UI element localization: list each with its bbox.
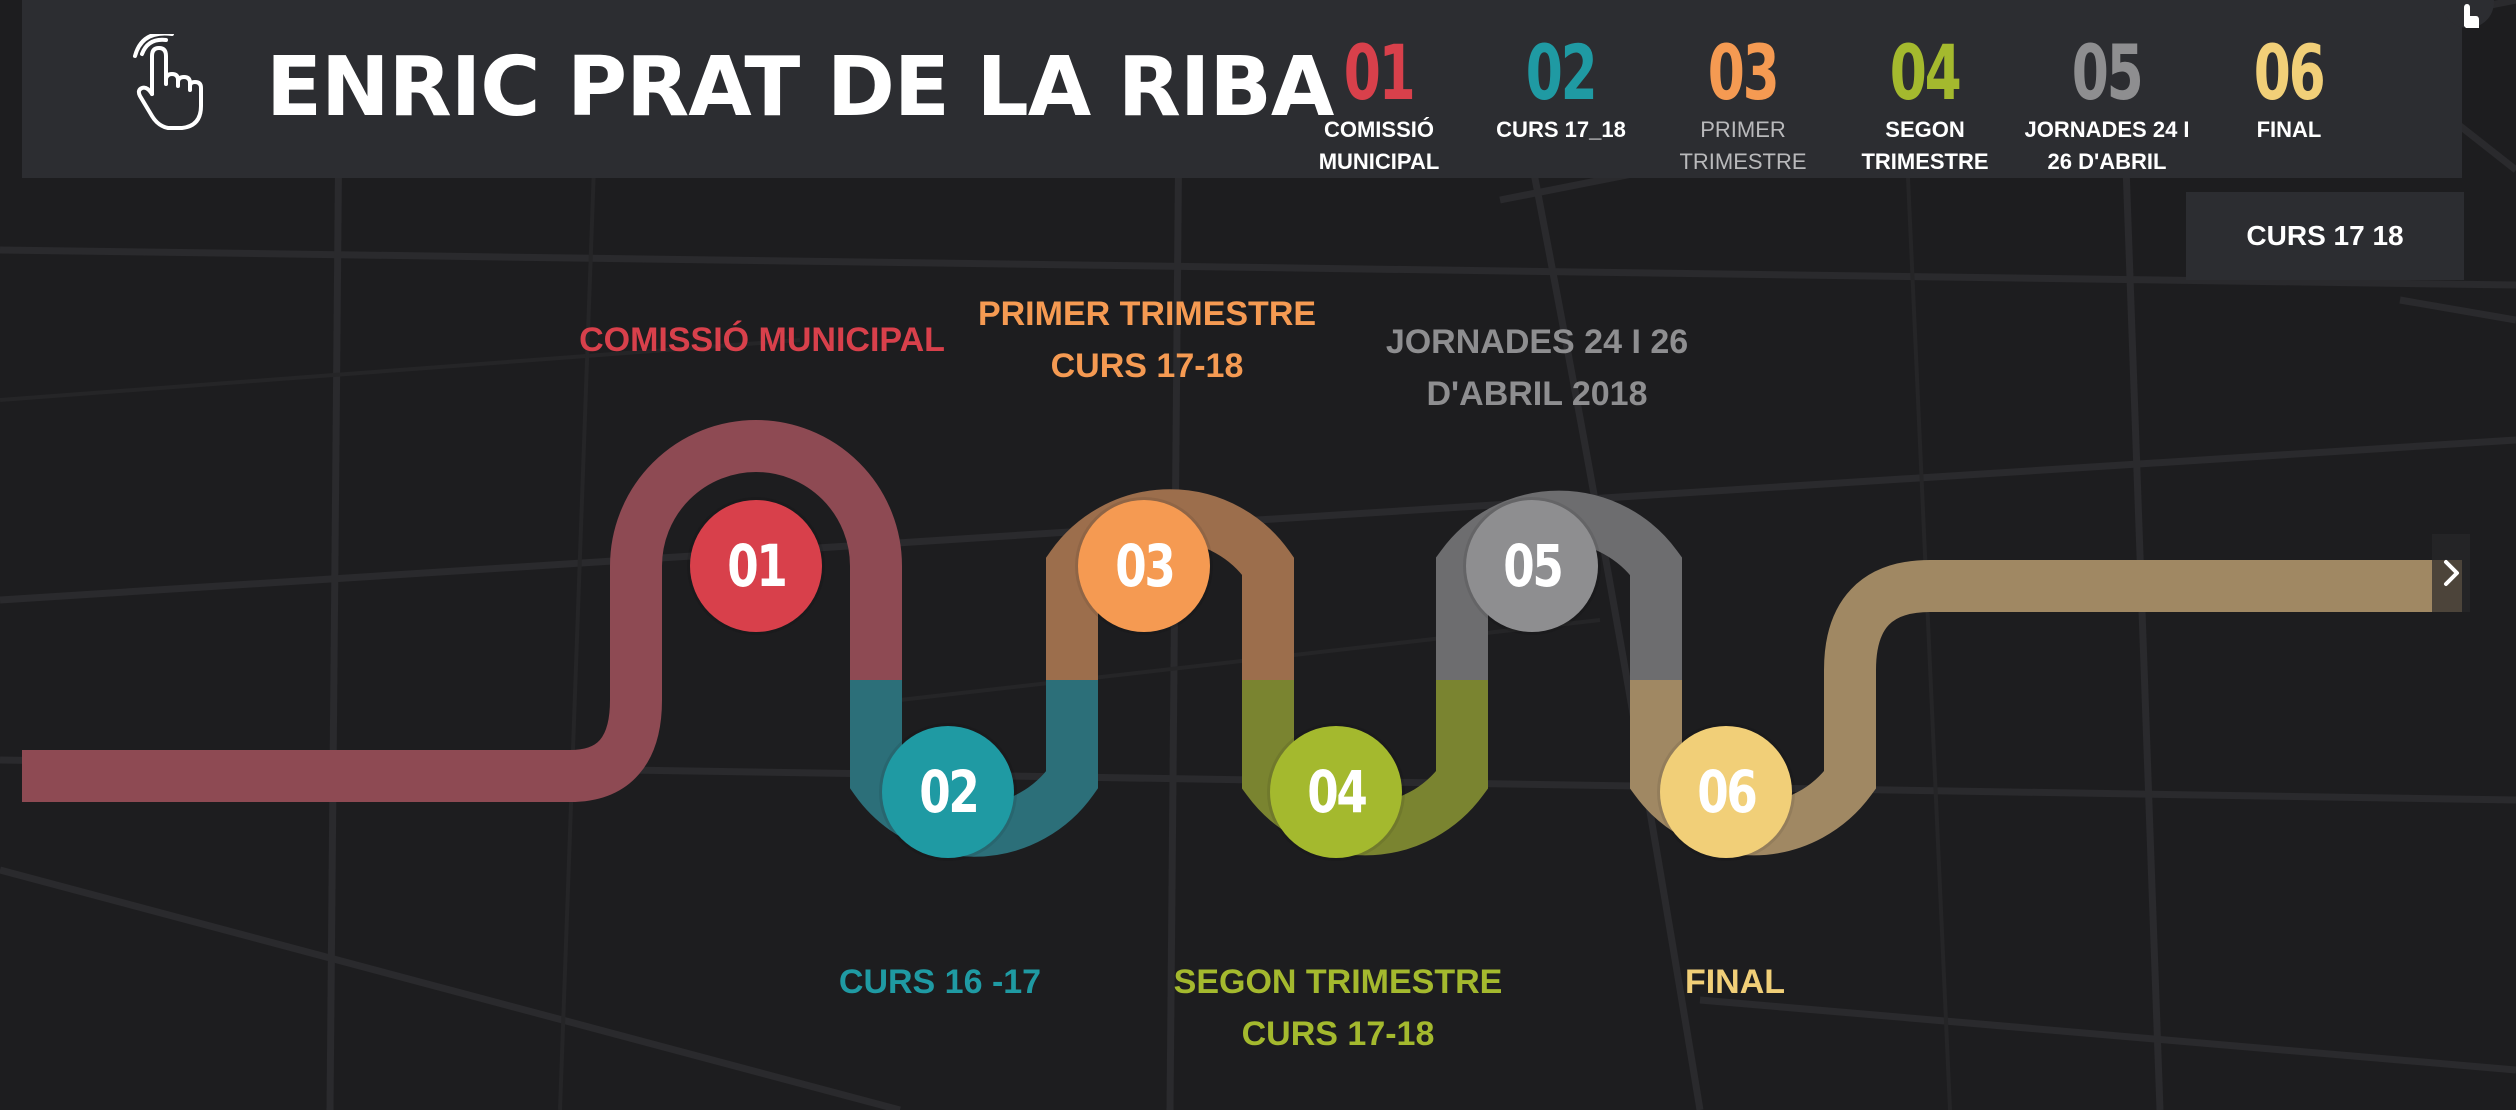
header-bar: ENRIC PRAT DE LA RIBA 01 COMISSIÓ MUNICIP…	[22, 0, 2462, 178]
nav-label: SEGON TRIMESTRE	[1861, 117, 1989, 174]
nav-label: PRIMER TRIMESTRE	[1679, 117, 1807, 174]
nav-item-06[interactable]: 06 FINAL	[2204, 28, 2374, 146]
label-comissio-municipal: COMISSIÓ MUNICIPAL	[579, 321, 945, 359]
touch-icon[interactable]	[2444, 0, 2494, 36]
nav-label: COMISSIÓ MUNICIPAL	[1318, 117, 1440, 174]
nav-item-01[interactable]: 01 COMISSIÓ MUNICIPAL	[1294, 28, 1464, 178]
nav-item-04[interactable]: 04 SEGON TRIMESTRE	[1840, 28, 2010, 178]
chevron-right-icon	[2444, 560, 2459, 586]
nav-label: FINAL	[2256, 117, 2322, 142]
label-jornades: JORNADES 24 I 26 D'ABRIL 2018	[1385, 323, 1689, 413]
milestone-04[interactable]: 04	[1270, 726, 1402, 858]
nav-number: 05	[2072, 28, 2144, 117]
nav-number: 06	[2254, 28, 2326, 117]
nav-item-03[interactable]: 03 PRIMER TRIMESTRE	[1658, 28, 1828, 178]
nav-item-05[interactable]: 05 JORNADES 24 I 26 D'ABRIL	[2022, 28, 2192, 178]
label-primer-trimestre: PRIMER TRIMESTRE CURS 17-18	[977, 295, 1317, 385]
label-final: FINAL	[1684, 963, 1786, 1001]
milestone-06[interactable]: 06	[1660, 726, 1792, 858]
nav-number: 03	[1708, 28, 1780, 117]
milestone-05[interactable]: 05	[1466, 500, 1598, 632]
road-segment-01	[22, 420, 902, 802]
nav-label: JORNADES 24 I 26 D'ABRIL	[2024, 117, 2190, 174]
milestone-03[interactable]: 03	[1078, 500, 1210, 632]
pointer-hand-icon	[133, 34, 203, 130]
nav-label: CURS 17_18	[1496, 117, 1626, 142]
nav-number: 02	[1526, 28, 1598, 117]
curs-17-18-button[interactable]: CURS 17 18	[2186, 192, 2464, 280]
nav-item-02[interactable]: 02 CURS 17_18	[1476, 28, 1646, 146]
label-curs-16-17: CURS 16 -17	[838, 963, 1042, 1001]
nav-number: 01	[1344, 28, 1416, 117]
next-arrow-button[interactable]	[2432, 534, 2470, 612]
nav-number: 04	[1890, 28, 1962, 117]
page-title: ENRIC PRAT DE LA RIBA	[266, 40, 1334, 135]
milestone-01[interactable]: 01	[690, 500, 822, 632]
label-segon-trimestre: SEGON TRIMESTRE CURS 17-18	[1173, 963, 1503, 1053]
milestone-02[interactable]: 02	[882, 726, 1014, 858]
